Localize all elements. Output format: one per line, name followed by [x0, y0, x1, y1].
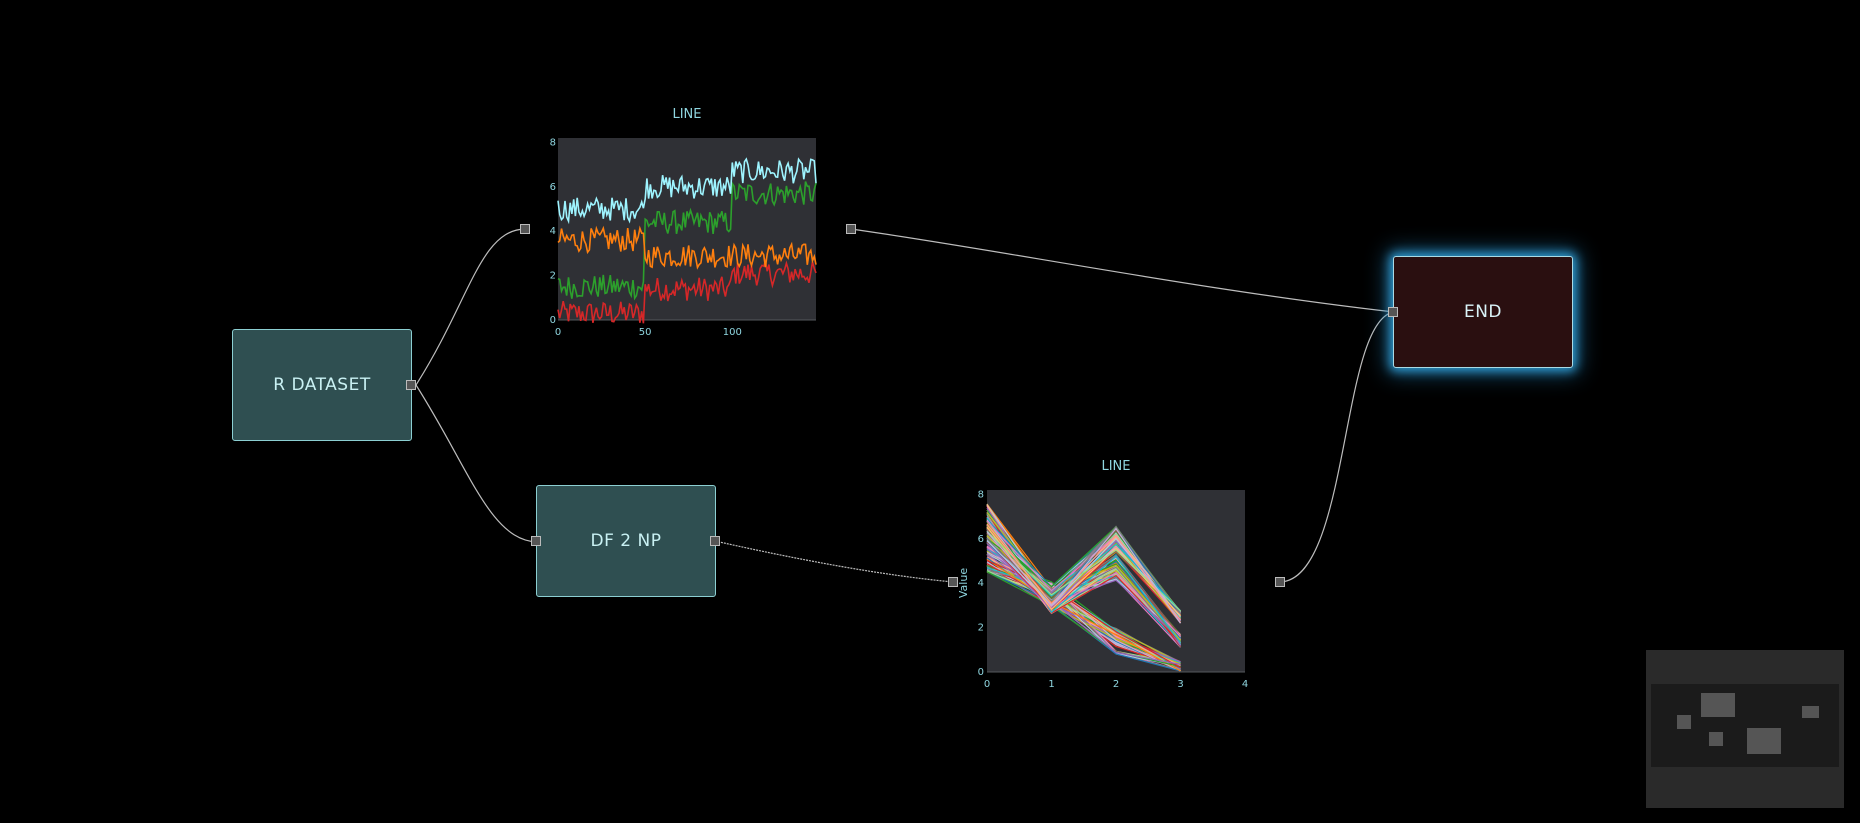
xtick-bottom-0: 0 [984, 679, 990, 690]
series-line-bottom-149 [986, 527, 1181, 624]
series-line-top-0 [557, 258, 817, 324]
minimap-node-r-dataset [1677, 715, 1691, 729]
series-line-bottom-47 [986, 571, 1181, 668]
minimap-node-end [1802, 706, 1819, 718]
wire-line-bottom-to-end [1279, 311, 1395, 583]
r-dataset-label: R DATASET [273, 375, 371, 395]
ytick-top-3: 6 [550, 182, 556, 193]
series-line-bottom-85 [986, 504, 1181, 638]
minimap[interactable] [1646, 650, 1844, 808]
line-bottom-output-port[interactable] [1275, 577, 1285, 587]
series-line-bottom-148 [986, 523, 1181, 624]
xtick-bottom-1: 1 [1048, 679, 1054, 690]
df2np-input-port[interactable] [531, 536, 541, 546]
xtick-top-2: 100 [723, 327, 742, 338]
ytick-bottom-2: 4 [978, 578, 984, 589]
xtick-bottom-4: 4 [1242, 679, 1248, 690]
line-bottom-input-port[interactable] [948, 577, 958, 587]
df2np-output-port[interactable] [710, 536, 720, 546]
line-chart-top[interactable]: 0 2 4 6 8 0 50 100 [548, 136, 828, 338]
line-top-input-port[interactable] [520, 224, 530, 234]
xtick-top-0: 0 [555, 327, 561, 338]
line-top-title: LINE [672, 107, 702, 122]
df2np-label: DF 2 NP [590, 531, 662, 551]
ytick-top-2: 4 [550, 226, 556, 237]
series-line-bottom-49 [986, 553, 1181, 665]
r-dataset-node[interactable]: R DATASET [232, 329, 412, 441]
ytick-top-1: 2 [550, 271, 556, 282]
minimap-node-line-top [1701, 693, 1735, 717]
xtick-top-1: 50 [639, 327, 652, 338]
end-node[interactable]: END [1393, 256, 1573, 368]
df2np-node[interactable]: DF 2 NP [536, 485, 716, 597]
wire-df2np-to-line-bottom [714, 540, 954, 583]
line-bottom-title: LINE [1101, 459, 1131, 474]
r-dataset-output-port[interactable] [406, 380, 416, 390]
ytick-bottom-1: 2 [978, 623, 984, 634]
series-line-top-1 [557, 180, 817, 301]
series-line-bottom-143 [986, 525, 1181, 623]
series-line-bottom-142 [986, 526, 1181, 615]
end-label: END [1463, 302, 1503, 322]
ytick-bottom-0: 0 [978, 667, 984, 678]
minimap-viewport[interactable] [1651, 684, 1839, 767]
wire-line-top-to-end [850, 228, 1395, 313]
ytick-bottom-4: 8 [978, 489, 984, 500]
end-input-port[interactable] [1388, 307, 1398, 317]
ytick-bottom-3: 6 [978, 534, 984, 545]
xtick-bottom-3: 3 [1177, 679, 1183, 690]
wire-rdataset-to-line-top [415, 228, 526, 386]
wire-rdataset-to-df2np [415, 384, 538, 543]
xtick-bottom-2: 2 [1113, 679, 1119, 690]
minimap-node-line-bottom [1747, 728, 1781, 754]
series-line-bottom-46 [986, 558, 1181, 672]
series-line-top-3 [557, 157, 817, 225]
ylabel-bottom: Value [957, 568, 970, 598]
line-top-output-port[interactable] [846, 224, 856, 234]
series-line-top-2 [557, 225, 817, 270]
ytick-top-4: 8 [550, 137, 556, 148]
line-chart-bottom[interactable]: 0 2 4 6 8 0 1 2 3 4 Value [953, 488, 1253, 690]
minimap-node-df2np [1709, 732, 1723, 746]
ytick-top-0: 0 [550, 315, 556, 326]
